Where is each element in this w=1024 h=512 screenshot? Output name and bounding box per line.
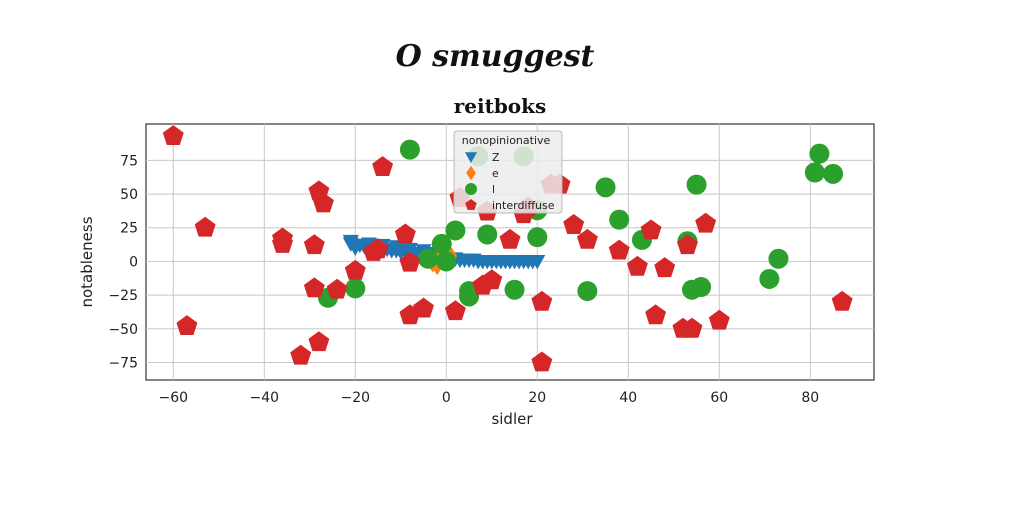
data-point-interdiffuse — [308, 331, 330, 352]
legend-title: nonopinionative — [462, 134, 551, 147]
data-point-l — [759, 268, 780, 289]
legend: nonopinionative Zel interdiffuse — [453, 130, 563, 214]
data-point-l — [823, 163, 844, 184]
data-point-l — [459, 286, 480, 307]
data-point-l — [595, 177, 616, 198]
data-point-interdiffuse — [399, 251, 421, 272]
data-point-l — [399, 139, 420, 160]
data-point-interdiffuse — [831, 290, 853, 311]
data-point-interdiffuse — [290, 344, 312, 365]
data-point-interdiffuse — [681, 317, 703, 338]
legend-marker-interdiffuse — [465, 199, 477, 210]
legend-box — [453, 130, 563, 214]
y-tick-label: 50 — [120, 187, 138, 203]
legend-marker-l — [465, 183, 477, 195]
data-point-interdiffuse — [194, 216, 216, 237]
legend-label-e: e — [492, 167, 499, 180]
data-point-interdiffuse — [676, 234, 698, 255]
data-point-l — [345, 278, 366, 299]
data-point-interdiffuse — [626, 255, 648, 276]
x-tick-label: −40 — [250, 390, 280, 406]
data-point-l — [527, 227, 548, 248]
data-point-interdiffuse — [413, 297, 435, 318]
data-point-l — [691, 277, 712, 298]
data-point-l — [804, 162, 825, 183]
x-axis-label: sidler — [491, 410, 533, 428]
x-tick-label: 60 — [710, 390, 728, 406]
x-axis-ticks: −60 −40 −20 0 20 40 60 80 — [159, 390, 820, 406]
data-point-interdiffuse — [303, 277, 325, 298]
y-tick-label: −25 — [108, 288, 138, 304]
series-l — [318, 139, 844, 308]
x-tick-label: 20 — [528, 390, 546, 406]
x-tick-label: 0 — [442, 390, 451, 406]
chart-suptitle: O smuggest — [396, 39, 595, 74]
legend-label-interdiffuse: interdiffuse — [492, 199, 555, 212]
data-point-l — [686, 174, 707, 195]
data-point-Z — [401, 242, 418, 258]
data-point-l — [768, 248, 789, 269]
data-point-interdiffuse — [640, 219, 662, 240]
data-point-Z — [529, 255, 546, 270]
x-tick-label: 80 — [801, 390, 819, 406]
data-point-interdiffuse — [303, 234, 325, 255]
data-point-l — [504, 279, 525, 300]
data-point-interdiffuse — [444, 300, 466, 321]
x-tick-label: 40 — [619, 390, 637, 406]
data-point-l — [477, 224, 498, 245]
data-point-interdiffuse — [531, 290, 553, 311]
data-point-interdiffuse — [326, 278, 348, 299]
chart-title: reitboks — [454, 94, 547, 118]
data-point-interdiffuse — [272, 232, 293, 253]
data-point-interdiffuse — [312, 192, 334, 213]
y-tick-label: 25 — [120, 221, 138, 237]
data-point-l — [809, 143, 830, 164]
data-point-interdiffuse — [499, 228, 521, 249]
y-tick-label: −75 — [108, 355, 138, 371]
legend-marker-Z — [465, 152, 477, 163]
legend-items: Zel interdiffuse — [465, 151, 555, 212]
y-axis-label: notableness — [78, 216, 96, 307]
data-point-interdiffuse — [645, 304, 667, 325]
data-point-interdiffuse — [344, 259, 366, 280]
data-point-interdiffuse — [394, 223, 416, 244]
data-point-interdiffuse — [363, 241, 384, 261]
data-point-interdiffuse — [176, 315, 198, 336]
data-point-interdiffuse — [654, 257, 676, 278]
x-tick-label: −20 — [341, 390, 371, 406]
x-tick-label: −60 — [159, 390, 189, 406]
data-point-l — [431, 233, 452, 254]
data-point-Z — [388, 240, 405, 255]
legend-label-Z: Z — [492, 151, 500, 164]
data-point-interdiffuse — [608, 239, 630, 260]
data-point-l — [609, 209, 630, 230]
y-axis-ticks: −75 −50 −25 0 25 50 75 — [108, 153, 138, 371]
data-point-l — [436, 251, 457, 272]
data-point-interdiffuse — [563, 214, 585, 234]
data-point-interdiffuse — [162, 125, 184, 146]
y-tick-label: 0 — [129, 254, 138, 270]
data-point-l — [577, 281, 598, 302]
data-point-l — [445, 220, 466, 241]
y-tick-label: 75 — [120, 153, 138, 169]
data-point-Z — [347, 241, 364, 256]
legend-label-l: l — [492, 183, 495, 196]
data-point-interdiffuse — [481, 269, 503, 290]
data-point-interdiffuse — [708, 309, 730, 330]
data-point-l — [418, 248, 439, 269]
data-point-interdiffuse — [695, 212, 717, 233]
y-tick-label: −50 — [108, 322, 138, 338]
data-point-interdiffuse — [531, 351, 553, 372]
legend-marker-e — [466, 165, 476, 181]
data-point-interdiffuse — [576, 228, 598, 249]
data-point-interdiffuse — [372, 156, 394, 177]
series-interdiffuse — [162, 125, 853, 372]
